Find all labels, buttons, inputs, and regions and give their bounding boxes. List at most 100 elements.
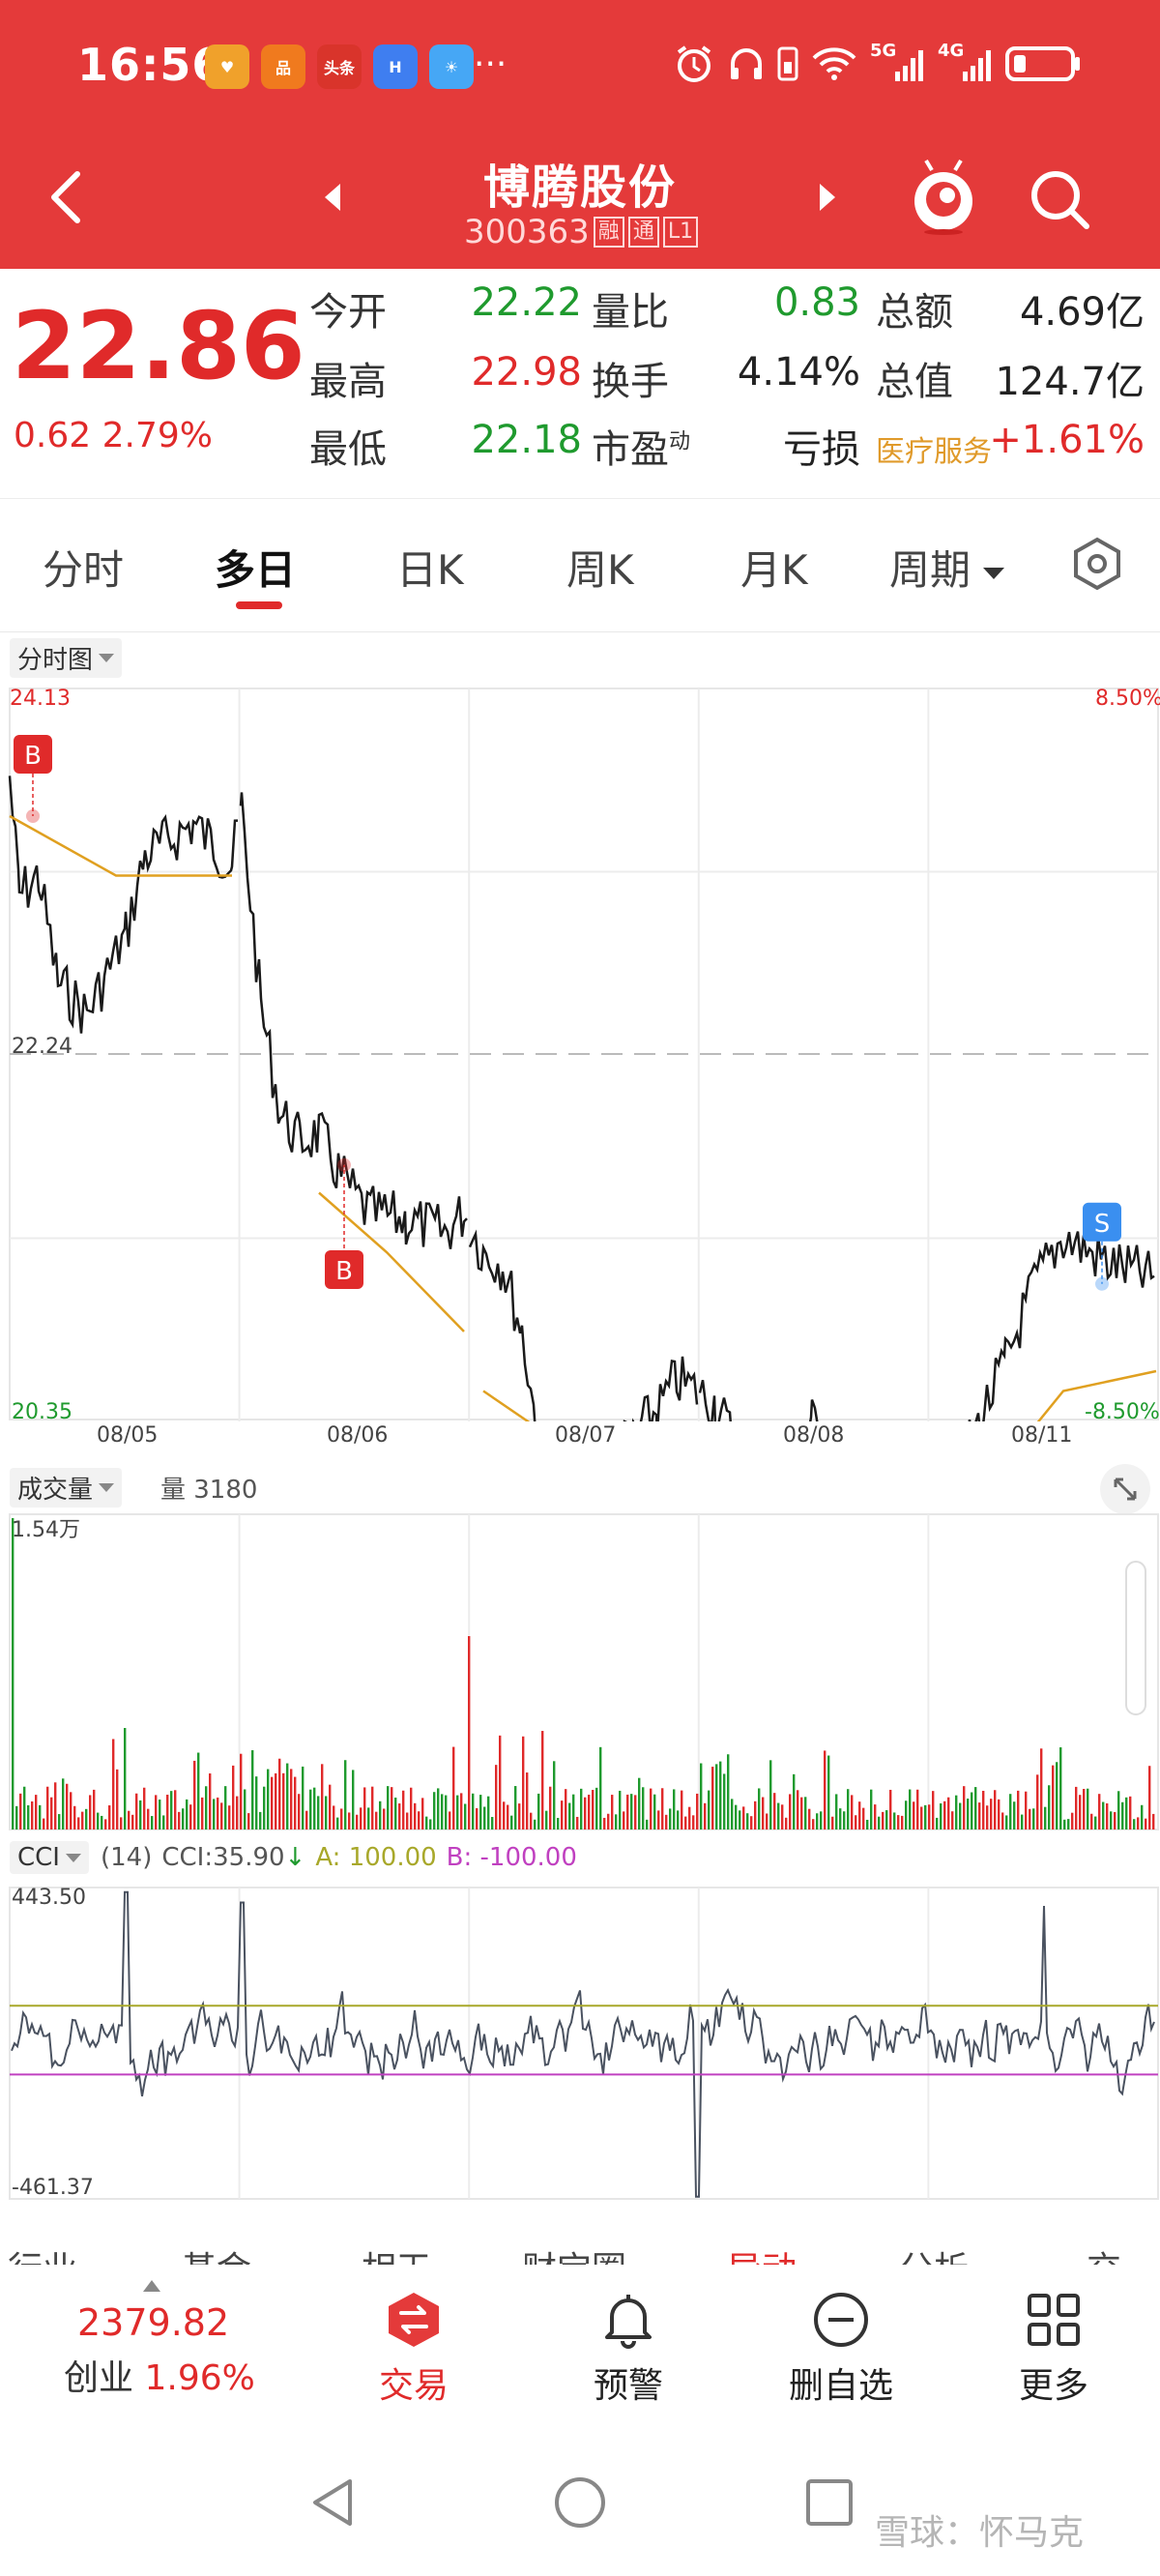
volume-bar — [468, 1636, 471, 1830]
volume-bar — [1005, 1815, 1008, 1830]
volume-bar — [73, 1805, 76, 1830]
price-change: 0.62 2.79% — [14, 416, 213, 455]
volume-bar — [120, 1817, 123, 1830]
trade-marker-label: B — [24, 742, 42, 771]
volume-bar — [263, 1786, 266, 1830]
volume-bar — [93, 1789, 96, 1830]
volume-bar — [708, 1790, 710, 1830]
back-button[interactable] — [39, 159, 97, 236]
date-label: 08/07 — [555, 1423, 617, 1448]
next-stock-button[interactable] — [812, 178, 841, 217]
section-tab-more[interactable]: 交 — [1087, 2241, 1121, 2265]
tab-weekly-k[interactable]: 周K — [566, 546, 634, 594]
volume-bar — [1145, 1818, 1147, 1830]
app-icon: 品 — [261, 44, 305, 89]
section-tab-finance[interactable]: 财宝圈 — [522, 2241, 626, 2265]
remove-watchlist-button[interactable]: 删自选 — [764, 2290, 918, 2408]
quote-label-text: 今开 — [309, 290, 387, 335]
trade-label: 交易 — [378, 2366, 449, 2406]
volume-bar — [580, 1788, 583, 1830]
search-button[interactable] — [1025, 164, 1094, 234]
tab-monthly-k[interactable]: 月K — [740, 546, 808, 594]
index-label[interactable]: 创业 1.96% — [64, 2350, 255, 2400]
scroll-indicator[interactable] — [1125, 1561, 1146, 1715]
quote-label: 最高 — [309, 350, 387, 406]
volume-bar — [673, 1789, 676, 1830]
tab-daily-k[interactable]: 日K — [396, 546, 464, 594]
volume-bar — [820, 1811, 823, 1830]
volume-bar — [793, 1773, 796, 1830]
volume-bar — [406, 1812, 409, 1830]
volume-bar — [951, 1811, 954, 1830]
cci-indicator-selector[interactable]: CCI — [10, 1841, 89, 1874]
battery-icon — [1005, 46, 1080, 81]
volume-bar — [336, 1817, 339, 1830]
volume-bar — [889, 1789, 892, 1830]
chart-type-selector[interactable]: 分时图 — [10, 638, 123, 678]
index-value[interactable]: 2379.82 — [77, 2301, 230, 2344]
volume-bar — [1001, 1812, 1004, 1830]
mascot-icon[interactable] — [909, 157, 978, 236]
volume-bar — [162, 1815, 165, 1830]
volume-bar — [251, 1750, 254, 1830]
chart-settings-icon[interactable] — [1069, 536, 1125, 592]
quote-label: 总额 — [876, 280, 953, 337]
volume-bar — [491, 1817, 494, 1830]
volume-bar — [452, 1746, 455, 1830]
trade-marker — [1083, 1202, 1121, 1242]
section-tab-industry[interactable]: 行业 — [8, 2241, 77, 2265]
volume-bar — [565, 1789, 567, 1830]
notification-icons: ♥ 品头条 H ☀ — [205, 44, 474, 89]
previous-stock-button[interactable] — [319, 178, 348, 217]
volume-bar — [232, 1765, 235, 1830]
volume-bar — [650, 1788, 652, 1830]
tab-intraday[interactable]: 分时 — [43, 546, 125, 594]
volume-bar — [27, 1804, 30, 1830]
volume-bar — [971, 1792, 973, 1830]
section-tab-related[interactable]: 相天 — [362, 2241, 431, 2265]
volume-bar — [379, 1800, 382, 1830]
section-tab-fund[interactable]: 基金 — [182, 2241, 251, 2265]
volume-bar — [723, 1773, 726, 1830]
tab-period[interactable]: 周期 — [889, 538, 1005, 597]
volume-bar — [913, 1801, 915, 1830]
volume-bar — [360, 1807, 362, 1830]
trade-marker-label: S — [1094, 1210, 1111, 1239]
trade-button[interactable]: 交易 — [336, 2290, 491, 2408]
margin-tag: 融 — [593, 217, 624, 248]
section-tab-analysis[interactable]: 分析 — [899, 2241, 969, 2265]
volume-bar — [224, 1786, 227, 1830]
volume-bar — [244, 1789, 246, 1830]
volume-bar — [576, 1816, 579, 1830]
cci-chart[interactable] — [0, 1886, 1160, 2201]
system-home-button[interactable] — [553, 2475, 607, 2530]
volume-bar — [414, 1802, 417, 1830]
volume-bar — [758, 1788, 761, 1830]
volume-bar — [62, 1778, 65, 1830]
system-back-button[interactable] — [307, 2475, 358, 2530]
trade-marker-label: B — [335, 1257, 353, 1286]
tab-multi-day[interactable]: 多日 — [215, 546, 297, 594]
more-button[interactable]: 更多 — [976, 2290, 1131, 2408]
volume-bar — [545, 1810, 548, 1830]
volume-bar — [1083, 1788, 1086, 1830]
volume-bar — [537, 1793, 540, 1830]
section-tab-movement[interactable]: 异动 — [727, 2241, 797, 2265]
price-chart[interactable]: BBBBS — [0, 687, 1160, 1421]
system-recents-button[interactable] — [802, 2475, 856, 2530]
expand-up-icon[interactable] — [143, 2280, 160, 2292]
volume-bar — [800, 1797, 803, 1830]
volume-bar — [777, 1802, 780, 1830]
expand-icon[interactable] — [1098, 1462, 1152, 1516]
volume-bar — [534, 1819, 536, 1830]
volume-chart[interactable] — [0, 1512, 1160, 1831]
volume-bar — [885, 1810, 888, 1830]
volume-bar — [711, 1767, 714, 1830]
volume-bar — [688, 1806, 691, 1830]
alert-button[interactable]: 预警 — [551, 2290, 706, 2408]
volume-indicator-selector[interactable]: 成交量 — [10, 1468, 123, 1508]
volume-bar — [878, 1816, 881, 1830]
marker-dot — [26, 809, 40, 823]
volume-bar — [994, 1790, 997, 1830]
volume-bar — [947, 1797, 950, 1830]
